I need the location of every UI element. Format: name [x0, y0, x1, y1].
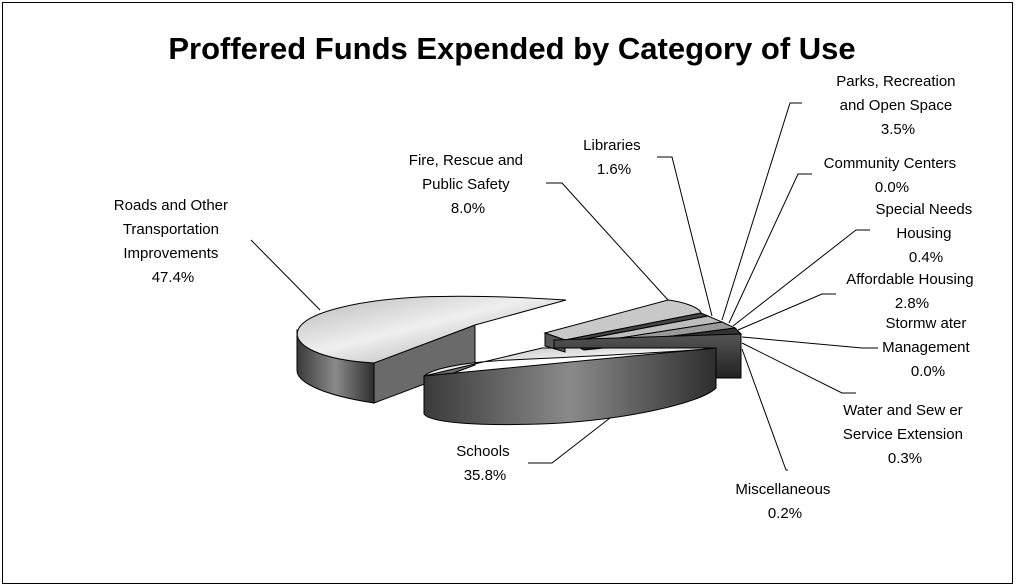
label-stormwater-line: Stormw ater [885, 315, 966, 332]
label-stormwater: Stormw ater Management 0.0% [882, 315, 974, 380]
label-special-needs-line: Housing [896, 225, 951, 242]
label-schools: Schools 35.8% [456, 443, 514, 484]
label-water-sewer-line: Service Extension [843, 426, 963, 443]
label-roads: Roads and Other Transportation Improveme… [114, 197, 232, 286]
label-affordable-housing-line: Affordable Housing [846, 271, 973, 288]
label-special-needs-value: 0.4% [909, 249, 943, 266]
label-parks-value: 3.5% [881, 121, 915, 138]
leader-affordable-housing [737, 293, 836, 331]
leader-schools [528, 417, 611, 464]
chart-title: Proffered Funds Expended by Category of … [168, 31, 856, 66]
leader-libraries [657, 156, 713, 317]
leader-roads [250, 239, 321, 311]
label-affordable-housing-value: 2.8% [895, 295, 929, 312]
label-misc: Miscellaneous 0.2% [735, 481, 834, 522]
slice-schools-side [423, 347, 717, 426]
label-fire-rescue-value: 8.0% [451, 200, 485, 217]
label-community-centers: Community Centers 0.0% [824, 155, 961, 196]
slice-roads-top [296, 295, 567, 364]
label-libraries: Libraries 1.6% [583, 137, 645, 178]
label-misc-value: 0.2% [768, 505, 802, 522]
label-roads-line: Transportation [123, 221, 219, 238]
slice-schools-top [423, 347, 717, 377]
label-schools-value: 35.8% [464, 467, 507, 484]
label-special-needs: Special Needs Housing 0.4% [876, 201, 977, 266]
label-stormwater-line: Management [882, 339, 970, 356]
label-parks-line: and Open Space [840, 97, 953, 114]
label-community-centers-line: Community Centers [824, 155, 957, 172]
leader-misc [741, 348, 788, 471]
label-libraries-line: Libraries [583, 137, 641, 154]
leader-special-needs [732, 229, 870, 327]
label-water-sewer-line: Water and Sew er [843, 402, 963, 419]
label-roads-line: Roads and Other [114, 197, 228, 214]
label-fire-rescue-line: Public Safety [422, 176, 510, 193]
label-affordable-housing: Affordable Housing 2.8% [846, 271, 977, 312]
leader-lines [250, 102, 878, 471]
leader-fire-rescue [546, 182, 669, 301]
label-roads-line: Improvements [123, 245, 218, 262]
label-schools-line: Schools [456, 443, 509, 460]
leader-community-centers [728, 173, 812, 324]
label-misc-line: Miscellaneous [735, 481, 830, 498]
label-stormwater-value: 0.0% [911, 363, 945, 380]
label-parks-line: Parks, Recreation [836, 73, 955, 90]
leader-water-sewer [741, 342, 856, 394]
label-water-sewer: Water and Sew er Service Extension 0.3% [843, 402, 967, 467]
label-special-needs-line: Special Needs [876, 201, 973, 218]
leader-parks [721, 102, 802, 321]
leader-stormwater [741, 336, 878, 349]
label-parks: Parks, Recreation and Open Space 3.5% [836, 73, 959, 138]
label-community-centers-value: 0.0% [875, 179, 909, 196]
slice-small-block-side [553, 333, 742, 379]
label-roads-value: 47.4% [152, 269, 195, 286]
label-fire-rescue-line: Fire, Rescue and [409, 152, 523, 169]
label-water-sewer-value: 0.3% [888, 450, 922, 467]
label-fire-rescue: Fire, Rescue and Public Safety 8.0% [409, 152, 527, 217]
label-libraries-value: 1.6% [597, 161, 631, 178]
